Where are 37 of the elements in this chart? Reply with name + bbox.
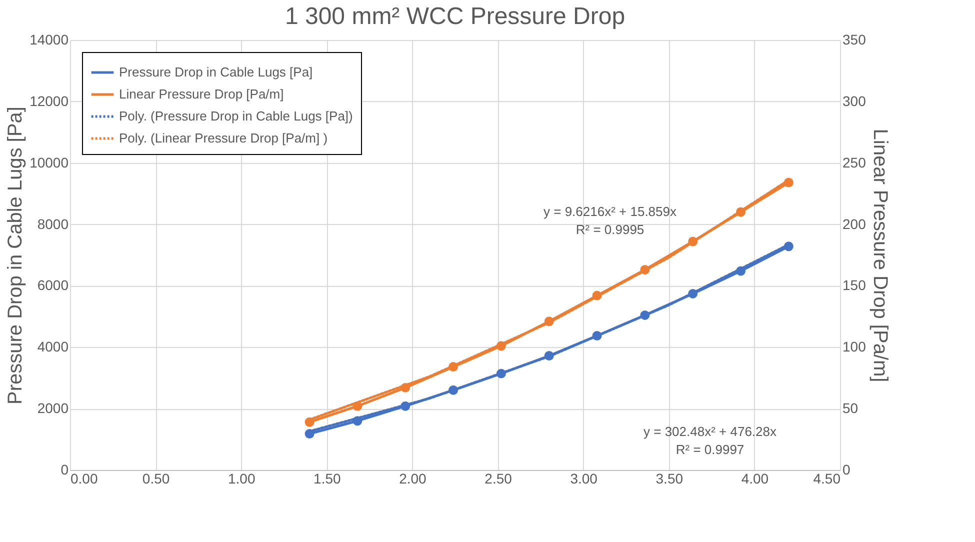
annotation: y = 9.6216x² + 15.859x [544,204,677,219]
y-tick-label: 8000 [37,216,69,232]
y2-tick-label: 200 [842,216,866,232]
annotation: y = 302.48x² + 476.28x [644,424,777,439]
y-tick-label: 6000 [37,277,69,294]
y-tick-label: 4000 [37,338,69,355]
legend-label: Poly. (Pressure Drop in Cable Lugs [Pa]) [119,108,353,124]
y2-tick-label: 300 [842,92,866,109]
x-tick-label: 0.00 [70,470,98,486]
legend-label: Poly. (Linear Pressure Drop [Pa/m] ) [119,130,328,146]
x-tick-label: 4.00 [741,470,769,486]
y-axis-title: Pressure Drop in Cable Lugs [Pa] [4,106,27,404]
x-tick-label: 1.00 [228,470,256,486]
x-tick-label: 3.00 [570,470,598,486]
y-tick-label: 2000 [37,400,69,416]
x-tick-label: 2.00 [399,470,427,486]
y2-axis-title: Linear Pressure Drop [Pa/m] [868,128,891,382]
x-tick-label: 3.50 [656,470,684,486]
y-tick-label: 10000 [30,154,69,170]
x-tick-label: 0.50 [142,470,170,486]
y2-tick-label: 100 [842,338,866,355]
legend-label: Pressure Drop in Cable Lugs [Pa] [119,64,313,80]
annotation: R² = 0.9995 [576,222,644,237]
x-tick-label: 2.50 [484,470,512,486]
y2-tick-label: 250 [842,154,866,170]
y-tick-label: 14000 [30,32,69,48]
y2-tick-label: 150 [842,277,866,294]
y2-tick-label: 50 [842,400,858,416]
chart-title: 1 300 mm² WCC Pressure Drop [284,3,626,30]
annotation: R² = 0.9997 [676,442,744,457]
y2-tick-label: 350 [842,32,866,48]
y-tick-label: 12000 [30,92,69,109]
x-tick-label: 1.50 [314,470,342,486]
y-tick-label: 0 [60,462,69,478]
x-tick-label: 4.50 [813,470,841,486]
y2-tick-label: 0 [842,462,850,478]
legend-label: Linear Pressure Drop [Pa/m] [119,86,284,102]
